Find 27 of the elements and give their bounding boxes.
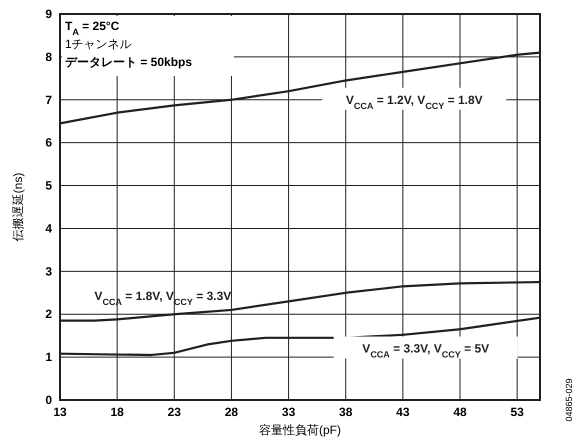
x-tick-label: 18 [110, 405, 124, 419]
y-axis-title: 伝搬遅延(ns) [11, 172, 25, 242]
x-axis-title: 容量性負荷(pF) [259, 423, 341, 437]
y-tick-label: 8 [45, 50, 52, 64]
y-tick-label: 5 [45, 178, 52, 193]
x-tick-label: 28 [224, 405, 238, 419]
series-label: V$_{CCA}$ = 1.2V, V$_{CCY}$ = 1.8V [346, 92, 483, 111]
annotation: T$_{A}$ = 25°C [65, 19, 120, 37]
x-tick-label: 48 [453, 405, 467, 419]
y-tick-label: 1 [45, 350, 52, 364]
annotation: データレート = 50kbps [65, 55, 192, 69]
x-tick-label: 23 [168, 405, 182, 419]
text: 04865-029 [564, 378, 574, 422]
annotation: 1チャンネル [65, 37, 132, 51]
x-tick-label: 53 [510, 405, 524, 419]
y-tick-label: 9 [45, 7, 52, 21]
x-tick-label: 13 [53, 405, 67, 419]
x-tick-label: 38 [339, 405, 353, 419]
y-tick-label: 4 [45, 221, 52, 236]
y-tick-label: 3 [45, 264, 52, 278]
y-tick-label: 0 [45, 393, 52, 407]
y-tick-label: 6 [45, 136, 52, 150]
y-tick-label: 7 [45, 92, 52, 107]
x-tick-label: 43 [396, 405, 410, 419]
y-tick-label: 2 [45, 307, 52, 322]
x-tick-label: 33 [282, 405, 296, 419]
series-label: V$_{CCA}$ = 3.3V, V$_{CCY}$ = 5V [362, 342, 490, 360]
